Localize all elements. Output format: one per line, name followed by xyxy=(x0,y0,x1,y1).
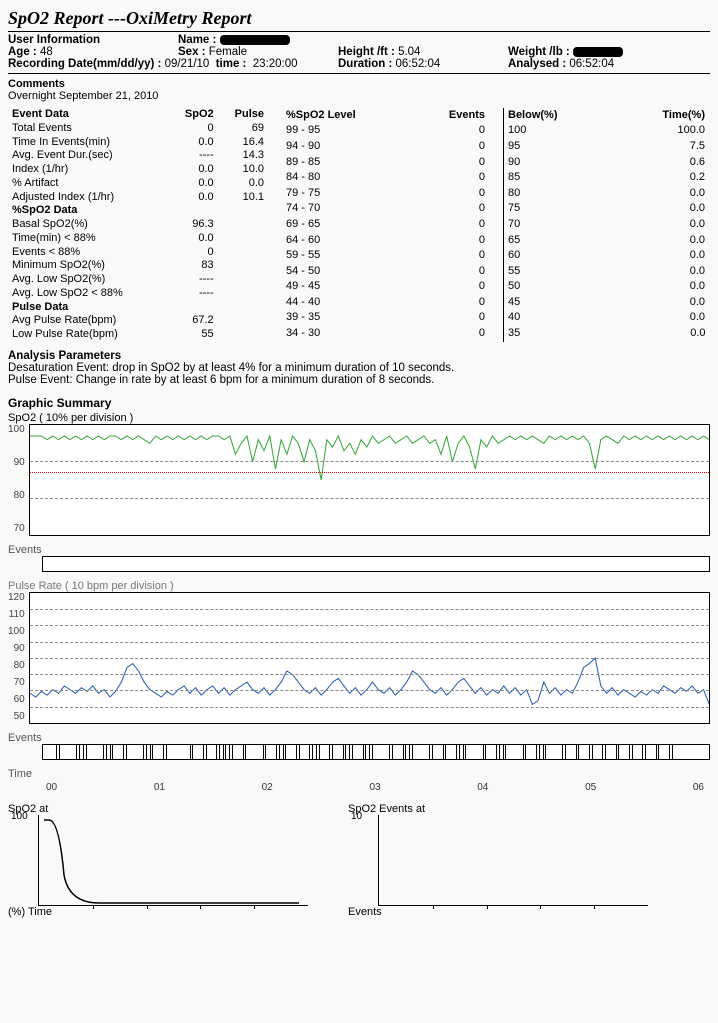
name-redacted xyxy=(220,35,290,45)
sc1-title: SpO2 at xyxy=(8,803,308,815)
sex-value: Female xyxy=(209,46,247,58)
time-axis-label: Time xyxy=(8,768,710,780)
sc2-ylabel: Events xyxy=(348,906,648,918)
recdate-label: Recording Date(mm/dd/yy) : xyxy=(8,58,161,70)
events2-label: Events xyxy=(8,732,710,744)
duration-label: Duration : xyxy=(338,58,392,70)
pulse-ylabels: 1201101009080706050 xyxy=(8,592,29,722)
sc2-ymax: 10 xyxy=(351,811,362,822)
report-title: SpO2 Report ---OxiMetry Report xyxy=(8,8,710,32)
user-info-grid: User Information Name : Age : 48 Sex : F… xyxy=(8,32,710,74)
sc1-ylabel: (%) Time xyxy=(8,906,308,918)
spo2-at-chart: SpO2 at 100 (%) Time xyxy=(8,803,308,918)
analysed-label: Analysed : xyxy=(508,58,566,70)
userinfo-label: User Information xyxy=(8,34,100,46)
events-strip-1 xyxy=(42,556,710,572)
name-label: Name : xyxy=(178,34,216,46)
weight-redacted xyxy=(573,47,623,57)
comments-label: Comments xyxy=(8,78,710,90)
analysis-line1: Desaturation Event: drop in SpO2 by at l… xyxy=(8,362,710,374)
analysis-line2: Pulse Event: Change in rate by at least … xyxy=(8,374,710,386)
events1-label: Events xyxy=(8,544,710,556)
time-value: 23:20:00 xyxy=(253,58,298,70)
sc1-curve xyxy=(39,815,309,905)
age-label: Age : xyxy=(8,46,37,58)
graphic-summary-label: Graphic Summary xyxy=(8,396,710,410)
sex-label: Sex : xyxy=(178,46,206,58)
duration-value: 06:52:04 xyxy=(396,58,441,70)
spo2-chart xyxy=(29,424,710,536)
age-value: 48 xyxy=(40,46,53,58)
time-axis: 00010203040506 xyxy=(8,780,710,793)
analysed-value: 06:52:04 xyxy=(569,58,614,70)
comments-text: Overnight September 21, 2010 xyxy=(8,90,710,102)
pulse-chart xyxy=(29,592,710,724)
recdate-value: 09/21/10 xyxy=(165,58,210,70)
time-label: time : xyxy=(216,58,247,70)
event-data-table: Event DataSpO2Pulse Total Events069Time … xyxy=(8,108,268,342)
analysis-label: Analysis Parameters xyxy=(8,350,710,362)
sc1-ymax: 100 xyxy=(11,811,28,822)
spo2-events-at-chart: SpO2 Events at 10 Events xyxy=(348,803,648,918)
events-strip-2 xyxy=(42,744,710,760)
height-value: 5.04 xyxy=(398,46,420,58)
below-time-table: Below(%)Time(%) 100100.0957.5900.6850.28… xyxy=(503,108,710,342)
pulse-chart-label: Pulse Rate ( 10 bpm per division ) xyxy=(8,580,710,592)
spo2-ylabels: 100908070 xyxy=(8,424,29,534)
spo2-chart-label: SpO2 ( 10% per division ) xyxy=(8,412,710,424)
weight-label: Weight /lb : xyxy=(508,46,570,58)
height-label: Height /ft : xyxy=(338,46,395,58)
sc2-title: SpO2 Events at xyxy=(348,803,648,815)
